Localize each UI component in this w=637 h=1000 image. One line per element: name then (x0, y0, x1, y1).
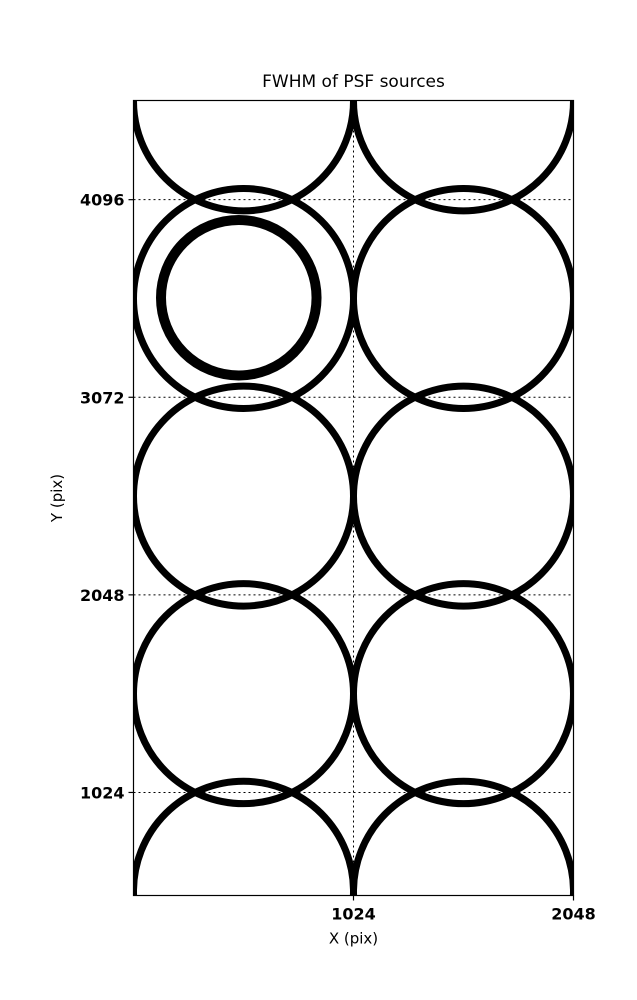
psf-source-marker (133, 580, 357, 808)
tick-label-y: 4096 (80, 191, 125, 210)
tick-label-y: 1024 (80, 783, 125, 802)
psf-source-marker (350, 100, 574, 215)
tick-label-x: 2048 (551, 905, 596, 924)
psf-source-marker (350, 382, 574, 610)
psf-source-marker (133, 100, 357, 215)
y-axis-label: Y (pix) (48, 474, 66, 523)
grid-lines (133, 100, 574, 896)
data-markers-group (133, 100, 574, 896)
psf-source-marker (350, 777, 574, 896)
psf-source-marker (133, 382, 357, 610)
x-axis-label: X (pix) (329, 930, 378, 948)
tick-label-y: 3072 (80, 388, 125, 407)
psf-source-marker (350, 580, 574, 808)
tick-label-y: 2048 (80, 586, 125, 605)
tick-label-x: 1024 (331, 905, 376, 924)
psf-source-marker-highlighted (156, 214, 322, 381)
psf-source-marker (350, 185, 574, 412)
psf-source-marker (133, 777, 357, 896)
chart-title: FWHM of PSF sources (262, 72, 445, 92)
axis-ticks: 4096 3072 2048 1024 1024 2048 (80, 191, 596, 924)
